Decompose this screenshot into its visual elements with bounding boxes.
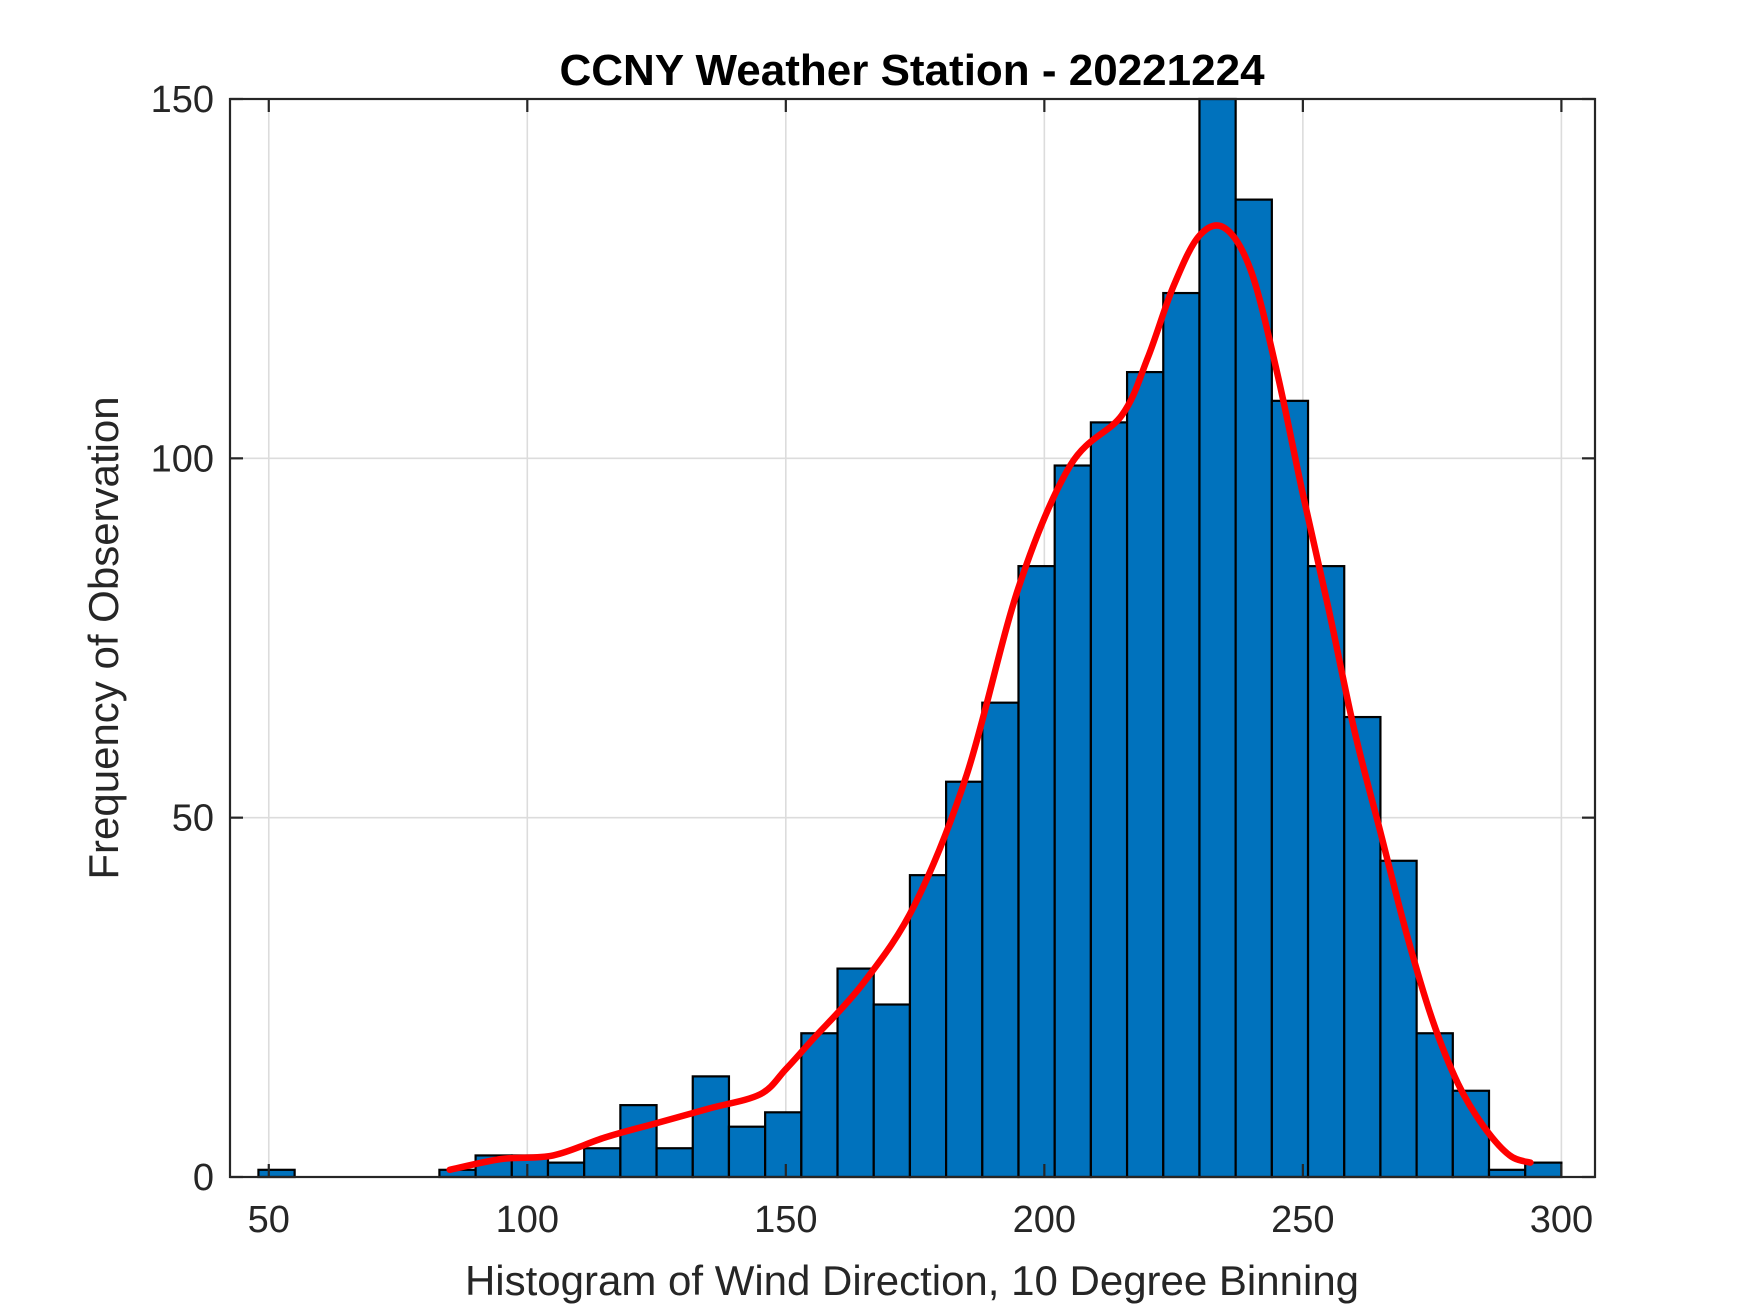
fit-curve-line <box>446 222 1534 1174</box>
histogram-bar <box>981 701 1020 1179</box>
histogram-bar <box>1053 464 1092 1179</box>
x-axis-label: Histogram of Wind Direction, 10 Degree B… <box>465 1257 1359 1304</box>
y-tick-label: 100 <box>151 438 214 480</box>
axes-box <box>228 97 1597 1179</box>
histogram-bar <box>691 1075 731 1179</box>
histogram-bar <box>1125 370 1165 1179</box>
x-tick-label: 150 <box>754 1199 817 1241</box>
x-tick-label: 50 <box>248 1199 290 1241</box>
y-tick-label: 150 <box>151 79 214 121</box>
y-tick-label: 50 <box>172 798 214 840</box>
histogram-bar <box>1017 565 1056 1179</box>
histogram-bar <box>908 874 948 1179</box>
axis-ticks: 50 100 150 200 250 300 0 50 100 150 <box>151 79 1595 1241</box>
histogram-bar <box>1198 97 1237 1179</box>
fit-curve-group <box>446 222 1534 1174</box>
histogram-bar <box>619 1104 658 1179</box>
histogram-bar <box>583 1147 622 1179</box>
histogram-bar <box>655 1147 694 1179</box>
histogram-bar <box>1234 198 1273 1179</box>
x-tick-label: 100 <box>496 1199 559 1241</box>
histogram-bar <box>836 967 875 1179</box>
chart-title: CCNY Weather Station - 20221224 <box>559 46 1265 95</box>
x-tick-label: 300 <box>1530 1199 1593 1241</box>
histogram-bar <box>1089 421 1129 1179</box>
x-tick-label: 200 <box>1013 1199 1076 1241</box>
histogram-bar <box>945 780 984 1179</box>
histogram-bar <box>727 1125 767 1179</box>
histogram-bar <box>1270 399 1310 1179</box>
histogram-bar <box>800 1032 839 1179</box>
y-tick-label: 0 <box>193 1157 214 1199</box>
histogram-bar <box>1343 715 1382 1179</box>
y-axis-label: Frequency of Observation <box>80 396 127 879</box>
histogram-bar <box>546 1161 586 1179</box>
histogram-bar <box>1162 291 1201 1179</box>
histogram-bar <box>764 1111 803 1179</box>
x-tick-label: 250 <box>1271 1199 1334 1241</box>
histogram-bar <box>872 1003 912 1179</box>
